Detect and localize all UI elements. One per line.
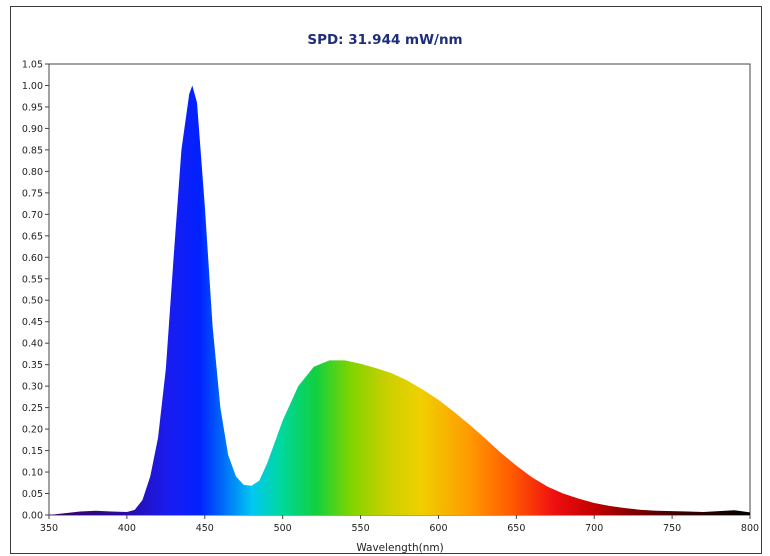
x-tick-label: 600 bbox=[429, 523, 447, 534]
y-tick-label: 0.35 bbox=[22, 360, 43, 371]
y-tick-label: 0.65 bbox=[22, 231, 43, 242]
y-tick-label: 0.25 bbox=[22, 403, 43, 414]
y-tick-label: 0.95 bbox=[22, 102, 43, 113]
y-tick-label: 0.90 bbox=[22, 124, 43, 135]
x-tick-label: 550 bbox=[351, 523, 369, 534]
y-tick-label: 0.60 bbox=[22, 253, 43, 264]
y-tick-label: 0.70 bbox=[22, 210, 43, 221]
x-tick-label: 350 bbox=[40, 523, 58, 534]
spd-area bbox=[49, 85, 750, 515]
y-tick-label: 0.45 bbox=[22, 317, 43, 328]
x-tick-label: 500 bbox=[274, 523, 292, 534]
y-tick-label: 0.00 bbox=[22, 511, 43, 522]
y-tick-label: 0.30 bbox=[22, 382, 43, 393]
x-tick-label: 750 bbox=[663, 523, 681, 534]
y-tick-label: 0.10 bbox=[22, 468, 43, 479]
y-tick-label: 0.05 bbox=[22, 489, 43, 500]
x-tick-label: 800 bbox=[741, 523, 759, 534]
y-tick-label: 0.75 bbox=[22, 188, 43, 199]
y-tick-label: 0.50 bbox=[22, 296, 43, 307]
x-tick-label: 700 bbox=[585, 523, 603, 534]
chart-title: SPD: 31.944 mW/nm bbox=[307, 32, 463, 48]
y-tick-label: 0.85 bbox=[22, 145, 43, 156]
y-tick-label: 0.20 bbox=[22, 425, 43, 436]
y-tick-label: 1.05 bbox=[22, 60, 43, 71]
y-tick-label: 0.80 bbox=[22, 167, 43, 178]
y-tick-label: 0.55 bbox=[22, 274, 43, 285]
x-tick-label: 400 bbox=[118, 523, 136, 534]
y-tick-label: 0.15 bbox=[22, 446, 43, 457]
x-tick-label: 450 bbox=[196, 523, 214, 534]
y-tick-label: 0.40 bbox=[22, 339, 43, 350]
x-tick-label: 650 bbox=[507, 523, 525, 534]
y-tick-label: 1.00 bbox=[22, 81, 43, 92]
x-axis-label: Wavelength(nm) bbox=[356, 542, 443, 554]
